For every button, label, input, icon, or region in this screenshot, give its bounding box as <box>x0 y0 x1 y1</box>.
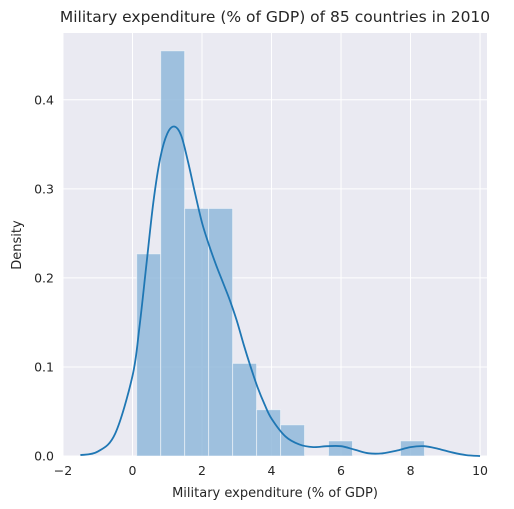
kde-curve <box>80 125 481 457</box>
histogram-bar-2 <box>184 207 210 457</box>
x-tick-label-6: 10 <box>472 463 488 478</box>
x-tick-label-0: −2 <box>54 463 72 478</box>
y-axis-label: Density <box>10 220 25 270</box>
y-tick-label-4: 0.4 <box>34 92 54 107</box>
y-tick-label-1: 0.1 <box>34 359 54 374</box>
y-tick-label-3: 0.3 <box>34 181 54 196</box>
x-tick-label-1: 0 <box>129 463 137 478</box>
y-axis-ticks: 0.0 0.1 0.2 0.3 0.4 <box>34 92 54 463</box>
histogram-bar-3 <box>208 207 234 457</box>
x-axis-ticks: −2 0 2 4 6 8 10 <box>54 463 488 478</box>
x-tick-label-4: 6 <box>337 463 345 478</box>
x-tick-label-3: 4 <box>268 463 276 478</box>
y-tick-label-0: 0.0 <box>34 449 54 464</box>
x-tick-label-5: 8 <box>407 463 415 478</box>
grid-lines <box>62 33 487 457</box>
kde-curve-layer <box>80 125 481 457</box>
y-tick-label-2: 0.2 <box>34 270 54 285</box>
x-axis-label: Military expenditure (% of GDP) <box>172 486 378 501</box>
histogram-bar-1 <box>160 50 186 457</box>
plot-background <box>63 33 487 456</box>
x-tick-label-2: 2 <box>198 463 206 478</box>
chart-title: Military expenditure (% of GDP) of 85 co… <box>60 8 490 26</box>
histogram-bar-5 <box>256 409 282 457</box>
histogram-bar-0 <box>136 253 162 457</box>
histogram-bar-4 <box>232 362 258 457</box>
histogram-bar-11 <box>399 440 425 457</box>
